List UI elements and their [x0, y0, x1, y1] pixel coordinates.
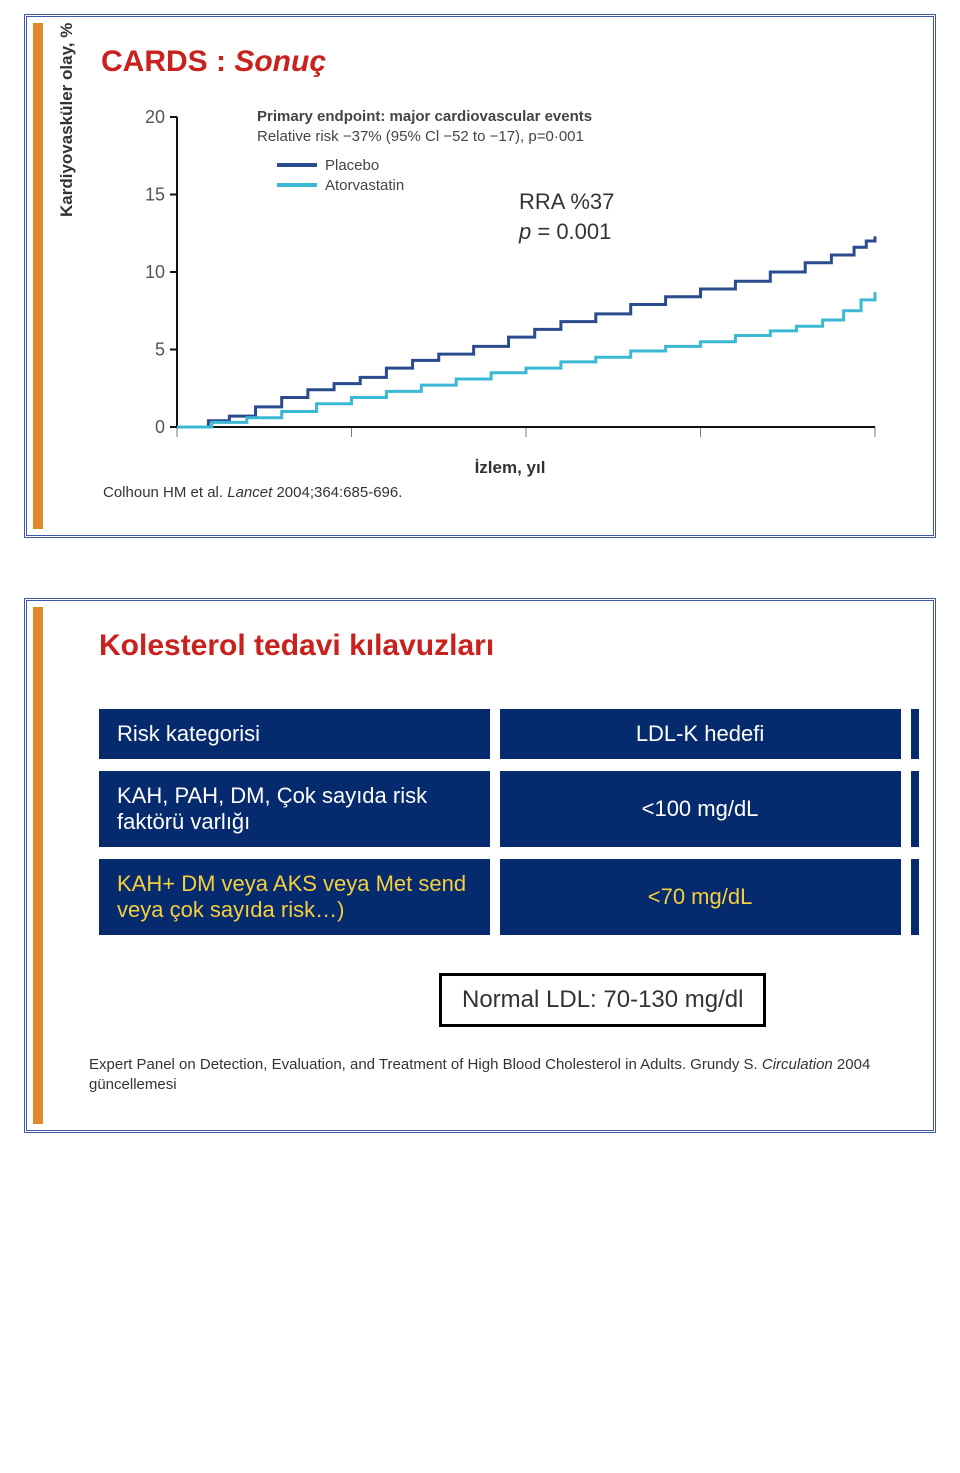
- header-ldl-target: LDL-K hedefi: [500, 709, 901, 759]
- chart-wrap: Kardiyovasküler olay, % 05101520Primary …: [79, 97, 901, 478]
- annot-p-symbol: p: [519, 219, 531, 244]
- foot-panel: Expert Panel on Detection, Evaluation, a…: [89, 1056, 762, 1073]
- annot-p-val: = 0.001: [531, 219, 611, 244]
- header-stub: [911, 709, 919, 759]
- risk-table: Risk kategorisi LDL-K hedefi KAH, PAH, D…: [89, 697, 929, 947]
- normal-ldl-box: Normal LDL: 70-130 mg/dl: [439, 973, 766, 1027]
- row2-target: <70 mg/dL: [500, 859, 901, 935]
- table-header-row: Risk kategorisi LDL-K hedefi: [99, 709, 919, 759]
- slide1-title: CARDS : Sonuç: [101, 45, 901, 79]
- row1-category: KAH, PAH, DM, Çok sayıda risk faktörü va…: [99, 771, 490, 847]
- citation-authors: Colhoun HM et al.: [103, 484, 227, 501]
- svg-text:10: 10: [145, 262, 165, 282]
- row2-category: KAH+ DM veya AKS veya Met send veya çok …: [99, 859, 490, 935]
- row1-target: <100 mg/dL: [500, 771, 901, 847]
- km-curve-chart: 0 5 10 15 20 Primary endpoint: major cardiova…: [115, 97, 895, 452]
- slide-cards-result: CARDS : Sonuç Kardiyovasküler olay, % 0 5…: [24, 14, 936, 538]
- table-row: KAH, PAH, DM, Çok sayıda risk faktörü va…: [99, 771, 919, 847]
- y-axis-label: Kardiyovasküler olay, %: [57, 23, 77, 217]
- chart-annotation: RRA %37 p = 0.001: [519, 187, 614, 246]
- title-suffix: Sonuç: [234, 45, 326, 78]
- row2-stub: [911, 859, 919, 935]
- annot-p: p = 0.001: [519, 217, 614, 247]
- title-prefix: CARDS :: [101, 45, 234, 78]
- citation: Colhoun HM et al. Lancet 2004;364:685-69…: [103, 484, 901, 501]
- svg-text:Primary endpoint: major cardio: Primary endpoint: major cardiovascular e…: [257, 108, 592, 125]
- x-axis-label: İzlem, yıl: [119, 458, 901, 478]
- slide2-title: Kolesterol tedavi kılavuzları: [99, 629, 901, 663]
- svg-text:Atorvastatin: Atorvastatin: [325, 177, 404, 194]
- footnote: Expert Panel on Detection, Evaluation, a…: [89, 1055, 901, 1096]
- citation-ref: 2004;364:685-696.: [272, 484, 402, 501]
- svg-text:Placebo: Placebo: [325, 157, 379, 174]
- citation-journal: Lancet: [227, 484, 272, 501]
- foot-journal: Circulation: [762, 1056, 837, 1073]
- annot-rra: RRA %37: [519, 187, 614, 217]
- svg-text:Relative risk −37% (95% Cl −5: Relative risk −37% (95% Cl −52 to −17), …: [257, 128, 584, 145]
- header-risk-category: Risk kategorisi: [99, 709, 490, 759]
- svg-text:5: 5: [155, 340, 165, 360]
- svg-text:20: 20: [145, 107, 165, 127]
- svg-text:0: 0: [155, 417, 165, 437]
- row1-stub: [911, 771, 919, 847]
- svg-text:15: 15: [145, 185, 165, 205]
- slide-guidelines: Kolesterol tedavi kılavuzları Risk kateg…: [24, 598, 936, 1133]
- table-row: KAH+ DM veya AKS veya Met send veya çok …: [99, 859, 919, 935]
